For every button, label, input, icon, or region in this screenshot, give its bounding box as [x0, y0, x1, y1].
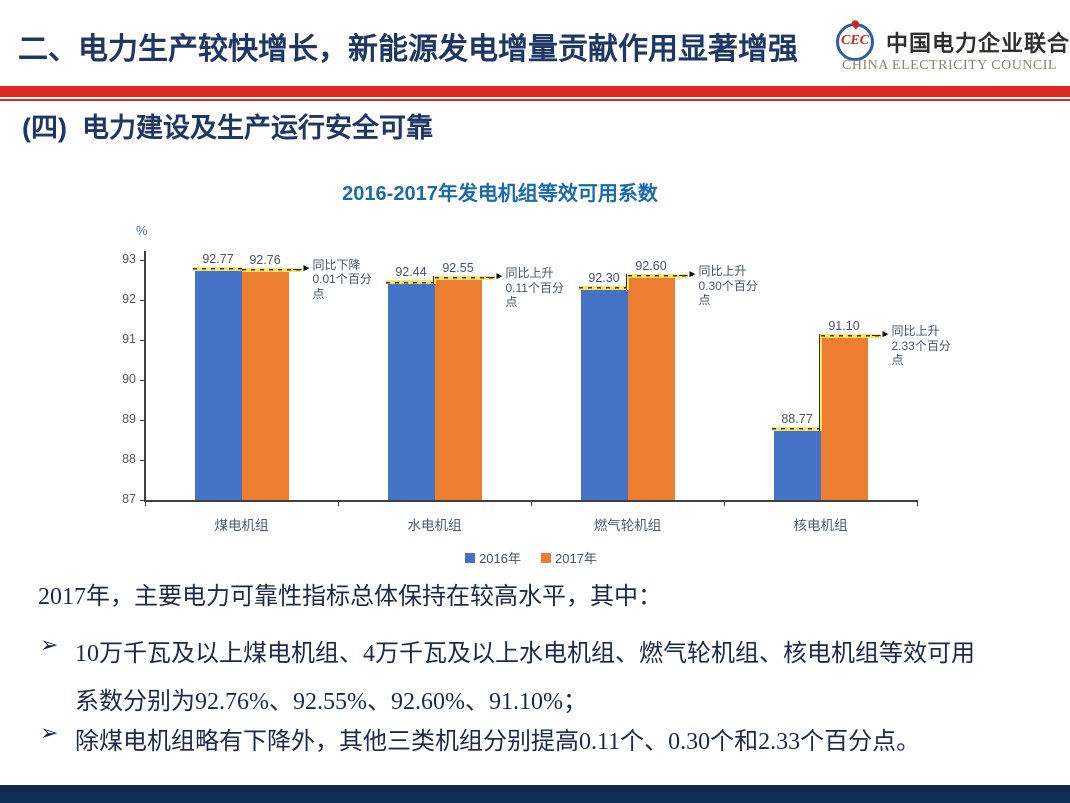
legend-swatch [541, 552, 551, 563]
y-tick-label: 89 [122, 412, 136, 426]
y-tick-mark [140, 260, 145, 261]
legend-item: 2016年 [465, 548, 521, 567]
connector-step-line [432, 276, 436, 285]
connector-line-2017 [820, 334, 881, 338]
x-tick-mark [917, 500, 918, 506]
bar-2017 [434, 278, 482, 500]
annotation-text: 同比上升0.11个百分点 [505, 266, 564, 309]
bullet-item-1: ➢ 10万千瓦及以上煤电机组、4万千瓦及以上水电机组、燃气轮机组、核电机组等效可… [40, 630, 993, 726]
bar-2016 [580, 288, 628, 500]
bullet-item-2: ➢ 除煤电机组略有下降外，其他三类机组分别提高0.11个、0.30个和2.33个… [40, 718, 993, 766]
annotation-text: 同比上升0.30个百分点 [698, 264, 758, 307]
annotation-arrow-icon: ► [494, 271, 505, 282]
x-tick-mark [724, 500, 725, 506]
bar-value-label: 91.10 [828, 319, 860, 333]
chart-legend: 2016年 2017年 [145, 548, 917, 567]
annotation-arrow-line [485, 277, 500, 278]
annotation-arrow-line [678, 275, 693, 276]
slide-title: 二、电力生产较快增长，新能源发电增量贡献作用显著增强 [18, 33, 798, 66]
y-tick-label: 92 [122, 292, 136, 306]
bar-2017 [241, 269, 289, 500]
bar-value-label: 92.76 [249, 252, 281, 267]
annotation-arrow-icon: ► [301, 262, 312, 274]
legend-label: 2016年 [479, 551, 521, 566]
connector-line-2017 [627, 274, 688, 278]
annotation-text: 同比下降0.01个百分点 [312, 257, 372, 301]
bar-value-label: 92.77 [202, 252, 234, 267]
bar-value-label: 92.55 [442, 261, 474, 275]
connector-line-2017 [434, 276, 495, 280]
annotation-arrow-line [292, 268, 307, 270]
x-tick-mark [338, 500, 339, 506]
cec-logo: CEC 中国电力企业联合会 CHINA ELECTRICITY COUNCIL [834, 18, 1070, 82]
y-tick-label: 88 [122, 452, 136, 466]
annotation-arrow-line [871, 335, 886, 336]
y-tick-mark [140, 460, 145, 461]
chart-title: 2016-2017年发电机组等效可用系数 [342, 183, 658, 205]
x-category-label: 煤电机组 [214, 518, 269, 533]
connector-step-line [625, 274, 629, 290]
bar-2016 [387, 282, 435, 500]
logo-name-en: CHINA ELECTRICITY COUNCIL [842, 58, 1057, 73]
bullet-arrow-icon: ➢ [40, 632, 59, 657]
footer-band-light [0, 792, 1070, 803]
annotation-arrow-icon: ► [687, 269, 698, 280]
y-tick-mark [140, 300, 145, 301]
bar-value-label: 92.60 [635, 259, 667, 273]
bar-value-label: 88.77 [781, 412, 813, 427]
y-tick-mark [140, 500, 145, 501]
x-tick-mark [145, 500, 146, 506]
bar-value-label: 92.30 [588, 271, 620, 285]
y-axis-line [144, 251, 146, 501]
x-tick-mark [531, 500, 532, 506]
footer-band-dark [0, 785, 1070, 792]
x-category-label: 核电机组 [793, 518, 848, 533]
legend-item: 2017年 [541, 548, 597, 567]
connector-line-2016 [578, 286, 628, 290]
y-tick-label: 91 [122, 332, 136, 346]
logo-name-cn: 中国电力企业联合会 [886, 31, 1070, 56]
y-tick-mark [140, 420, 145, 421]
bullet-arrow-icon: ➢ [40, 720, 59, 745]
x-category-label: 燃气轮机组 [593, 518, 662, 533]
y-tick-label: 90 [122, 372, 136, 386]
y-axis-unit-label: % [136, 223, 148, 238]
emblem-monogram: CEC [840, 33, 869, 48]
section-title: (四) 电力建设及生产运行安全可靠 [22, 113, 433, 143]
header-divider-line [0, 99, 1070, 101]
bar-2016 [773, 429, 821, 500]
bar-2017 [820, 336, 868, 500]
bullet-text: 除煤电机组略有下降外，其他三类机组分别提高0.11个、0.30个和2.33个百分… [75, 729, 921, 755]
bar-value-label: 92.44 [395, 265, 427, 280]
bar-2016 [194, 269, 242, 500]
connector-line-2016 [771, 427, 821, 432]
footer-bar [0, 785, 1070, 803]
cec-emblem-icon: CEC [836, 18, 874, 61]
bar-2017 [627, 276, 675, 500]
x-category-label: 水电机组 [407, 518, 462, 533]
flame-icon [850, 18, 861, 30]
connector-line-2016 [385, 280, 435, 285]
connector-line-2017 [241, 267, 302, 272]
y-tick-mark [140, 340, 145, 341]
connector-line-2016 [192, 267, 242, 272]
y-tick-mark [140, 380, 145, 381]
annotation-arrow-icon: ► [880, 329, 891, 340]
header-divider-bar [0, 86, 1070, 97]
legend-swatch [465, 552, 476, 563]
y-tick-label: 87 [122, 492, 136, 506]
connector-step-line [818, 334, 822, 432]
y-tick-label: 93 [122, 252, 136, 266]
annotation-text: 同比上升2.33个百分点 [891, 324, 951, 367]
intro-paragraph: 2017年，主要电力可靠性指标总体保持在较高水平，其中： [38, 584, 662, 610]
bullet-text: 10万千瓦及以上煤电机组、4万千瓦及以上水电机组、燃气轮机组、核电机组等效可用系… [75, 641, 975, 715]
legend-label: 2017年 [555, 551, 597, 566]
availability-bar-chart: % 87 88 89 90 91 92 93 92.77 92.76 ► 同比下降0.01个百分点 煤电… [100, 215, 1040, 567]
